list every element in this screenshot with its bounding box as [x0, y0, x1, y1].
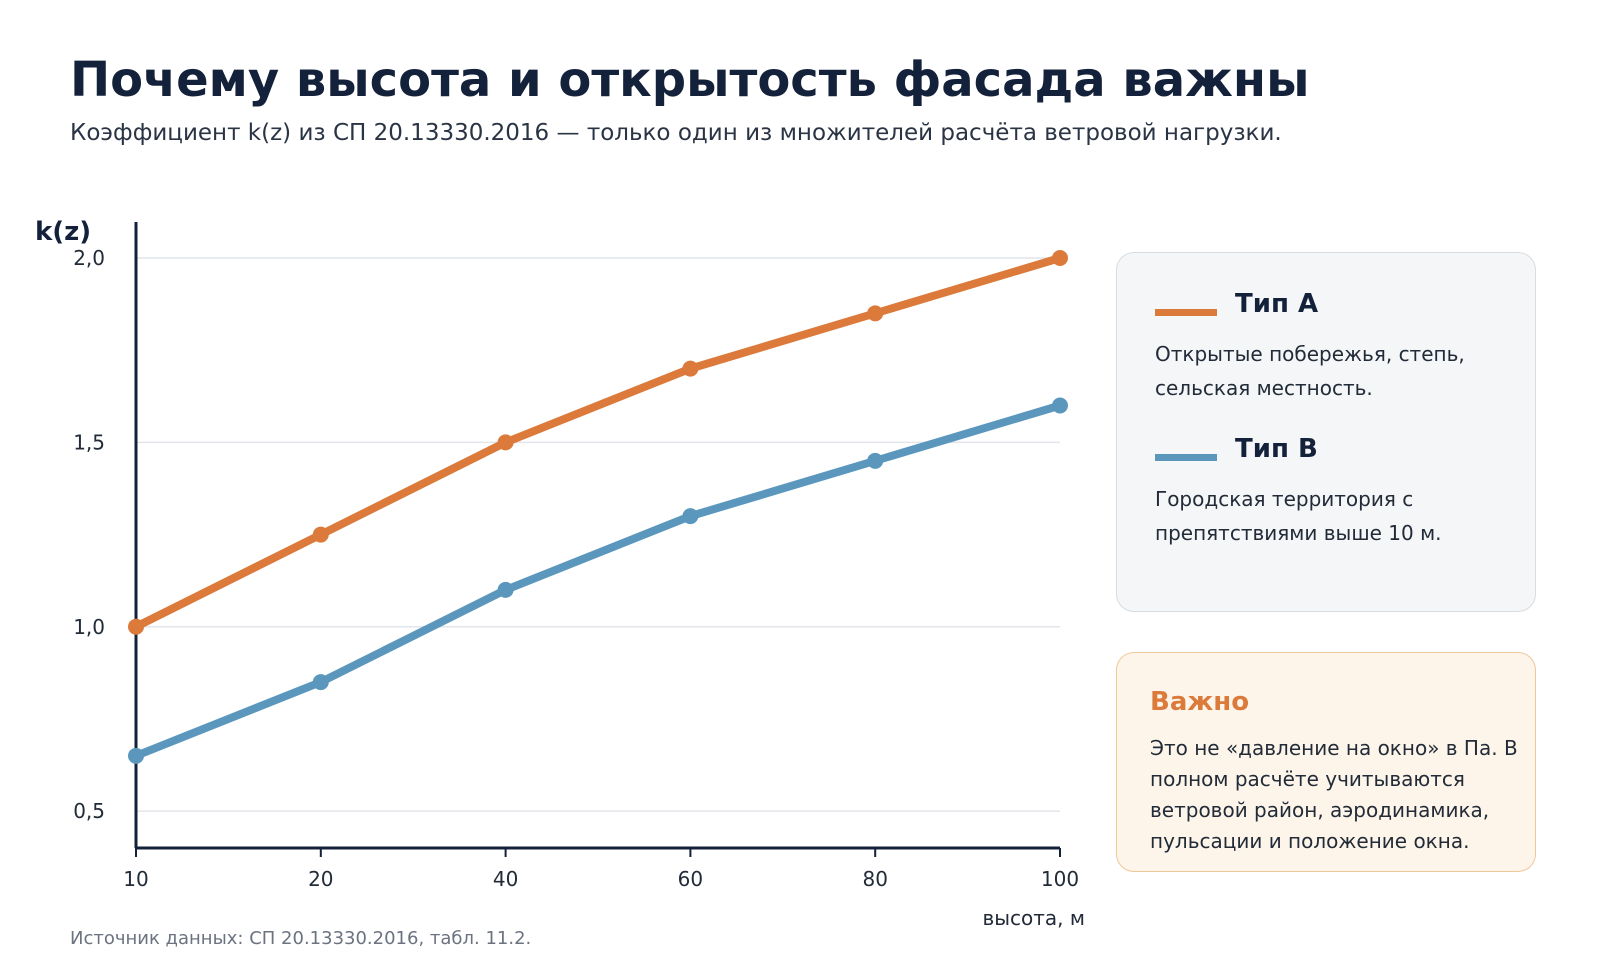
- x-tick-label: 40: [493, 867, 518, 891]
- y-tick-label: 1,0: [73, 615, 105, 639]
- x-tick-label: 20: [308, 867, 333, 891]
- data-point: [682, 508, 699, 525]
- y-tick-label: 0,5: [73, 799, 105, 823]
- x-tick-label: 100: [1041, 867, 1079, 891]
- chart-title: Почему высота и открытость фасада важны: [70, 52, 1310, 108]
- legend-swatch-type-a: [1155, 309, 1217, 316]
- data-point: [867, 305, 884, 322]
- data-point: [1052, 250, 1068, 266]
- y-tick-label: 1,5: [73, 430, 105, 454]
- data-point: [312, 674, 329, 691]
- x-tick-label: 10: [123, 867, 148, 891]
- source-note: Источник данных: СП 20.13330.2016, табл.…: [70, 928, 532, 949]
- data-point: [497, 581, 514, 598]
- data-point: [682, 360, 699, 377]
- y-tick-label: 2,0: [73, 246, 105, 270]
- note-panel: Важно Это не «давление на окно» в Па. В …: [1116, 652, 1536, 872]
- note-text: Это не «давление на окно» в Па. В полном…: [1150, 736, 1518, 853]
- legend-description-type-a: Открытые побережья, степь, сельская мест…: [1155, 342, 1465, 400]
- chart-subtitle: Коэффициент k(z) из СП 20.13330.2016 — т…: [70, 120, 1282, 146]
- legend-label-type-a: Тип A: [1235, 289, 1319, 319]
- data-point: [867, 452, 884, 469]
- data-point: [128, 747, 144, 764]
- x-tick-label: 60: [678, 867, 703, 891]
- legend-panel: Тип A Открытые побережья, степь, сельска…: [1116, 252, 1536, 612]
- legend-label-type-b: Тип B: [1235, 434, 1318, 464]
- series-line-type-b: [132, 401, 1064, 760]
- data-point: [312, 526, 329, 543]
- x-axis-label: высота, м: [982, 906, 1085, 930]
- legend-swatch-type-b: [1155, 454, 1217, 461]
- legend-description-type-b: Городская территория с препятствиями выш…: [1155, 487, 1442, 545]
- y-axis-label: k(z): [35, 217, 91, 247]
- data-point: [128, 618, 144, 635]
- line-chart: 0,5 1,0 1,5 2,0 10 20 40 60 80 100 k(z) высота, м: [35, 217, 1085, 930]
- x-tick-label: 80: [862, 867, 887, 891]
- note-title: Важно: [1150, 687, 1250, 717]
- data-point: [497, 434, 514, 451]
- series-line-type-a: [132, 254, 1064, 631]
- data-point: [1052, 397, 1068, 414]
